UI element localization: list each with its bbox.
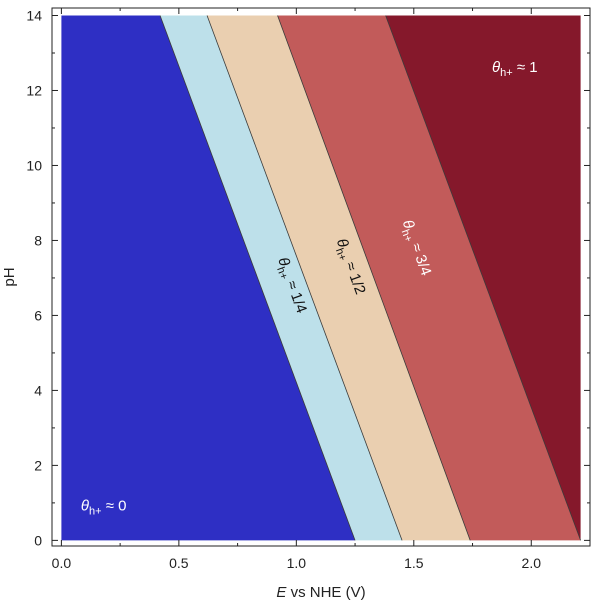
region-3 bbox=[207, 15, 471, 541]
theta-subscript: h+ bbox=[500, 67, 513, 79]
x-tick-label: 2.0 bbox=[522, 555, 542, 571]
y-tick-label: 2 bbox=[34, 457, 42, 473]
theta-subscript: h+ bbox=[274, 265, 290, 281]
region-4 bbox=[277, 15, 581, 541]
coverage-regions bbox=[61, 15, 581, 541]
theta-subscript: h+ bbox=[89, 506, 102, 518]
coverage-value: ≈ 1 bbox=[513, 59, 538, 76]
boundary-line-1 bbox=[159, 15, 356, 541]
x-axis-title-rest: vs NHE (V) bbox=[286, 584, 365, 601]
x-tick-label: 1.5 bbox=[404, 555, 424, 571]
theta-subscript: h+ bbox=[333, 247, 349, 263]
x-tick-label: 0.0 bbox=[52, 555, 72, 571]
y-tick-label: 12 bbox=[26, 82, 42, 98]
region-label-1: θh+ ≈ 0 bbox=[81, 498, 127, 518]
y-tick-label: 4 bbox=[34, 382, 42, 398]
y-tick-label: 8 bbox=[34, 232, 42, 248]
region-1 bbox=[61, 15, 356, 541]
y-axis-title: pH bbox=[1, 267, 18, 286]
boundary-line-3 bbox=[277, 15, 471, 541]
y-tick-label: 10 bbox=[26, 157, 42, 173]
boundary-line-4 bbox=[385, 15, 581, 541]
coverage-value: ≈ 0 bbox=[102, 498, 127, 515]
x-axis-ticks: 0.0 0.5 1.0 1.5 2.0 bbox=[52, 8, 542, 571]
y-axis-ticks: 0 2 4 6 8 10 12 14 bbox=[26, 7, 590, 548]
plot-frame bbox=[51, 7, 591, 547]
theta-symbol: θ bbox=[492, 59, 500, 76]
region-boundaries bbox=[159, 15, 581, 541]
region-label-5: θh+ ≈ 1 bbox=[492, 59, 538, 79]
theta-symbol: θ bbox=[81, 498, 89, 515]
theta-subscript: h+ bbox=[399, 228, 415, 244]
y-tick-label: 14 bbox=[26, 7, 42, 23]
x-axis-title: E vs NHE (V) bbox=[276, 584, 365, 601]
y-tick-label: 0 bbox=[34, 532, 42, 548]
x-axis-title-italic: E bbox=[276, 584, 287, 601]
boundary-line-2 bbox=[206, 15, 403, 541]
y-tick-label: 6 bbox=[34, 307, 42, 323]
region-2 bbox=[160, 15, 403, 541]
x-tick-label: 1.0 bbox=[287, 555, 307, 571]
x-tick-label: 0.5 bbox=[169, 555, 189, 571]
